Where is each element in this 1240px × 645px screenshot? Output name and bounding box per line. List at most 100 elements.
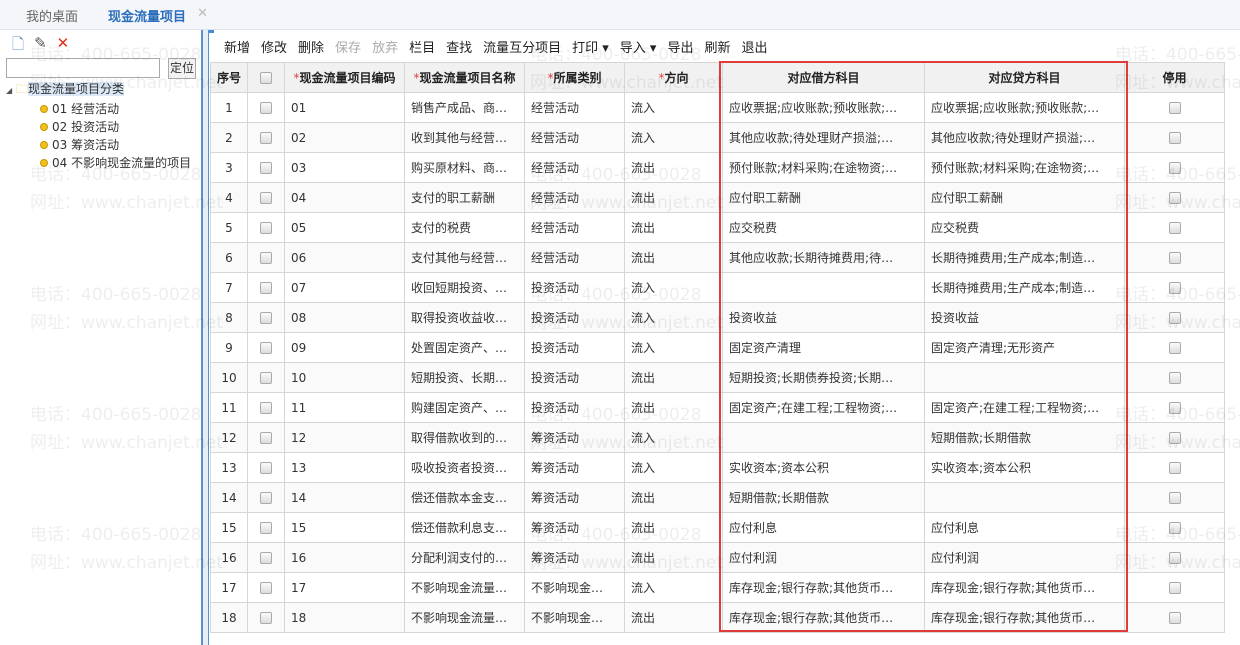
toolbar-button[interactable]: 导入 ▾ [619,41,657,56]
checkbox[interactable] [260,162,272,174]
expand-arrow-icon[interactable]: ◢ [6,86,13,95]
toolbar-button[interactable]: 保存 [335,41,362,56]
checkbox[interactable] [1168,252,1181,264]
table-row[interactable]: 2 02 收到其他与经营… 经营活动 流入 其他应收款;待处理财产损溢;… 其他应收款;待处… [210,122,1225,153]
row-checkbox[interactable] [247,302,285,333]
table-row[interactable]: 5 05 支付的税费 经营活动 流出 应交税费 应交税费 [210,212,1225,243]
disabled-checkbox[interactable] [1124,92,1225,123]
tab-cash-flow-items[interactable]: 现金流量项目 ✕ [96,6,215,33]
disabled-checkbox[interactable] [1124,512,1225,543]
table-row[interactable]: 17 17 不影响现金流量… 不影响现金… 流入 库存现金;银行存款;其他货币… 库存现金;… [210,572,1225,603]
disabled-checkbox[interactable] [1124,572,1225,603]
checkbox[interactable] [1168,552,1181,564]
checkbox[interactable] [1168,462,1181,474]
row-checkbox[interactable] [247,512,285,543]
disabled-checkbox[interactable] [1124,182,1225,213]
tab-my-desktop[interactable]: 我的桌面 [26,10,79,25]
disabled-checkbox[interactable] [1124,452,1225,483]
toolbar-button[interactable]: 查找 [446,41,473,56]
toolbar-button[interactable]: 放弃 [372,41,399,56]
row-checkbox[interactable] [247,482,285,513]
checkbox[interactable] [1168,132,1181,144]
table-row[interactable]: 3 03 购买原材料、商… 经营活动 流出 预付账款;材料采购;在途物资;… 预付账款;材料… [210,152,1225,183]
checkbox[interactable] [1168,522,1181,534]
table-row[interactable]: 12 12 取得借款收到的… 筹资活动 流入 短期借款;长期借款 [210,422,1225,453]
checkbox[interactable] [1168,582,1181,594]
locate-button[interactable]: 定位 [168,58,196,79]
disabled-checkbox[interactable] [1124,422,1225,453]
row-checkbox[interactable] [247,572,285,603]
toolbar-button[interactable]: 修改 [261,41,288,56]
checkbox[interactable] [260,102,272,114]
tree-root[interactable]: ◢ 🗀现金流量项目分类 [6,82,125,96]
col-direction[interactable]: *方向 [624,62,723,93]
toolbar-button[interactable]: 新增 [224,41,251,56]
row-checkbox[interactable] [247,362,285,393]
checkbox[interactable] [1168,312,1181,324]
checkbox[interactable] [260,492,272,504]
toolbar-button[interactable]: 打印 ▾ [572,41,609,56]
disabled-checkbox[interactable] [1124,542,1225,573]
checkbox[interactable] [260,462,272,474]
checkbox[interactable] [260,282,272,294]
checkbox[interactable] [260,132,272,144]
toolbar-button[interactable]: 刷新 [704,41,731,56]
toolbar-button[interactable]: 流量互分项目 [483,41,562,56]
table-row[interactable]: 7 07 收回短期投资、… 投资活动 流入 长期待摊费用;生产成本;制造… [210,272,1225,303]
row-checkbox[interactable] [247,452,285,483]
toolbar-button[interactable]: 栏目 [409,41,436,56]
toolbar-button[interactable]: 删除 [298,41,325,56]
col-debit-account[interactable]: 对应借方科目 [722,62,925,93]
table-row[interactable]: 6 06 支付其他与经营… 经营活动 流出 其他应收款;长期待摊费用;待… 长期待摊费用;生… [210,242,1225,273]
table-row[interactable]: 18 18 不影响现金流量… 不影响现金… 流出 库存现金;银行存款;其他货币… 库存现金;… [210,602,1225,633]
tree-search-input[interactable] [6,58,160,78]
row-checkbox[interactable] [247,272,285,303]
checkbox[interactable] [260,252,272,264]
panel-splitter[interactable] [201,30,209,645]
checkbox[interactable] [260,342,272,354]
select-all-checkbox[interactable] [260,72,272,84]
checkbox[interactable] [1168,342,1181,354]
checkbox[interactable] [1168,102,1181,114]
row-checkbox[interactable] [247,422,285,453]
disabled-checkbox[interactable] [1124,272,1225,303]
checkbox[interactable] [1168,372,1181,384]
disabled-checkbox[interactable] [1124,152,1225,183]
col-category[interactable]: *所属类别 [524,62,625,93]
checkbox[interactable] [260,432,272,444]
table-row[interactable]: 15 15 偿还借款利息支… 筹资活动 流出 应付利息 应付利息 [210,512,1225,543]
checkbox[interactable] [1168,612,1181,624]
disabled-checkbox[interactable] [1124,482,1225,513]
row-checkbox[interactable] [247,152,285,183]
checkbox[interactable] [260,552,272,564]
checkbox[interactable] [260,612,272,624]
disabled-checkbox[interactable] [1124,212,1225,243]
checkbox[interactable] [1168,192,1181,204]
toolbar-button[interactable]: 导出 [667,41,694,56]
col-name[interactable]: *现金流量项目名称 [404,62,525,93]
checkbox[interactable] [1168,222,1181,234]
disabled-checkbox[interactable] [1124,602,1225,633]
table-row[interactable]: 16 16 分配利润支付的… 筹资活动 流出 应付利润 应付利润 [210,542,1225,573]
col-code[interactable]: *现金流量项目编码 [284,62,405,93]
table-row[interactable]: 1 01 销售产成品、商… 经营活动 流入 应收票据;应收账款;预收账款;… 应收票据;应收… [210,92,1225,123]
col-disabled[interactable]: 停用 [1124,62,1225,93]
checkbox[interactable] [260,522,272,534]
col-credit-account[interactable]: 对应贷方科目 [924,62,1125,93]
col-select-all[interactable] [247,62,285,93]
table-row[interactable]: 8 08 取得投资收益收… 投资活动 流入 投资收益 投资收益 [210,302,1225,333]
new-icon[interactable]: 🗋 [12,35,25,53]
tree-item[interactable]: 03 筹资活动 [6,136,191,154]
checkbox[interactable] [1168,432,1181,444]
table-row[interactable]: 14 14 偿还借款本金支… 筹资活动 流出 短期借款;长期借款 [210,482,1225,513]
table-row[interactable]: 11 11 购建固定资产、… 投资活动 流出 固定资产;在建工程;工程物资;… 固定资产;在… [210,392,1225,423]
disabled-checkbox[interactable] [1124,122,1225,153]
tree-item[interactable]: 02 投资活动 [6,118,191,136]
row-checkbox[interactable] [247,212,285,243]
checkbox[interactable] [1168,492,1181,504]
row-checkbox[interactable] [247,602,285,633]
row-checkbox[interactable] [247,242,285,273]
checkbox[interactable] [260,372,272,384]
row-checkbox[interactable] [247,392,285,423]
disabled-checkbox[interactable] [1124,302,1225,333]
